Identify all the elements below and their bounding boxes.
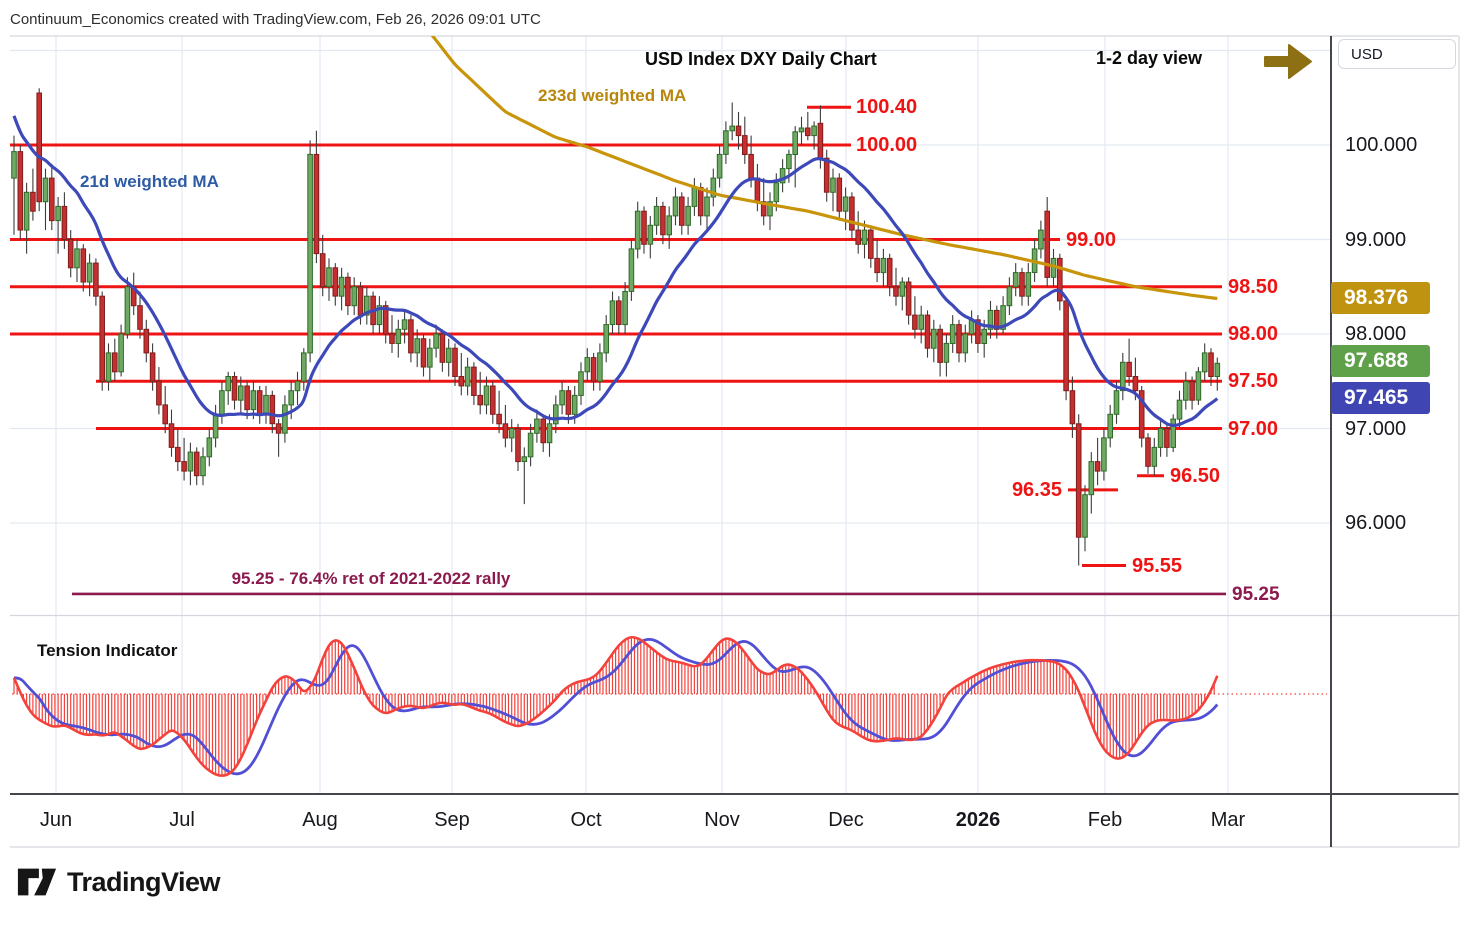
ma233-label[interactable]: 233d weighted MA	[538, 86, 687, 105]
symbol-box[interactable]: USD	[1338, 39, 1456, 69]
axis-badge-233d-weighted-ma-value: 98.376	[1331, 282, 1430, 314]
time-tick-Nov: Nov	[704, 809, 740, 831]
tension-red-line[interactable]	[12, 635, 1219, 777]
level-label-98.00[interactable]: 98.00	[1228, 323, 1279, 345]
level-label-99.00[interactable]: 99.00	[1066, 228, 1117, 251]
time-tick-Mar: Mar	[1210, 809, 1246, 831]
tradingview-logo-icon	[17, 868, 57, 896]
time-tick-Oct: Oct	[570, 809, 602, 831]
view-horizon-label: 1-2 day view	[1096, 48, 1203, 68]
tension-indicator-label: Tension Indicator	[37, 641, 178, 660]
time-tick-Feb: Feb	[1087, 809, 1123, 831]
time-tick-Aug: Aug	[302, 809, 338, 831]
retracement-annotation[interactable]: 95.25 - 76.4% ret of 2021-2022 rally	[231, 569, 511, 588]
price-tick-98.000: 98.000	[1345, 323, 1407, 345]
price-tick-97.000: 97.000	[1345, 417, 1407, 440]
time-tick-Jul: Jul	[169, 809, 195, 831]
tradingview-logo[interactable]: TradingView	[16, 866, 221, 898]
tension-blue-line[interactable]	[13, 637, 1219, 776]
level-label-95.55[interactable]: 95.55	[1132, 554, 1183, 577]
pane-borders	[10, 35, 1460, 848]
price-tick-100.000: 100.000	[1345, 134, 1418, 156]
level-label-96.35[interactable]: 96.35	[1011, 478, 1062, 501]
copyright-line: Continuum_Economics created with Trading…	[10, 11, 541, 28]
ma21-line[interactable]	[12, 115, 1219, 428]
ma21-label[interactable]: 21d weighted MA	[80, 172, 219, 191]
right-arrow-icon[interactable]	[1263, 42, 1313, 82]
level-label-98.50[interactable]: 98.50	[1228, 275, 1279, 298]
time-tick-2026: 2026	[955, 809, 1001, 831]
time-tick-Sep: Sep	[434, 809, 470, 831]
gridlines	[10, 36, 1331, 794]
level-label-97.50[interactable]: 97.50	[1228, 370, 1279, 393]
retracement-price-label[interactable]: 95.25	[1232, 583, 1280, 605]
level-label-100.40[interactable]: 100.40	[856, 96, 918, 119]
ma233-line[interactable]	[411, 8, 1218, 301]
axis-badge-last-price: 97.688	[1331, 345, 1430, 377]
tradingview-wordmark: TradingView	[67, 866, 221, 897]
level-label-100.00[interactable]: 100.00	[856, 134, 918, 156]
level-label-97.00[interactable]: 97.00	[1228, 417, 1279, 440]
price-tick-99.000: 99.000	[1345, 228, 1407, 251]
level-label-96.50[interactable]: 96.50	[1170, 464, 1221, 487]
price-tick-96.000: 96.000	[1345, 512, 1407, 534]
candlestick-series[interactable]	[11, 92, 1221, 538]
time-tick-Jun: Jun	[39, 809, 73, 831]
chart-title: USD Index DXY Daily Chart	[645, 49, 877, 69]
axis-badge-21d-weighted-ma-value: 97.465	[1331, 382, 1430, 414]
time-tick-Dec: Dec	[828, 809, 864, 831]
